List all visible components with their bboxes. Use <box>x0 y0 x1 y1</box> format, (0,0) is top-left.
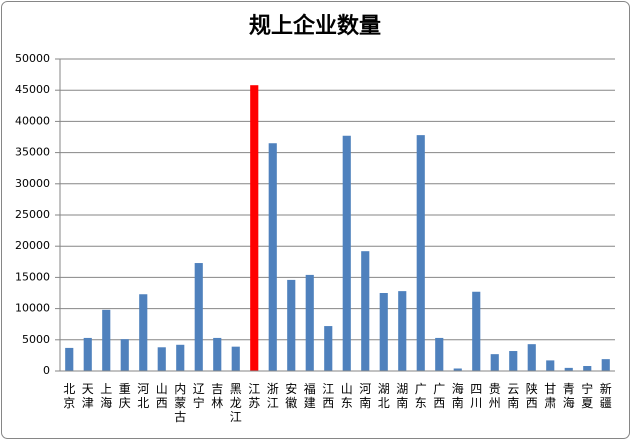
bar <box>453 368 462 371</box>
bar <box>324 326 333 371</box>
x-tick-label: 广东 <box>415 382 427 410</box>
x-tick-label: 贵州 <box>489 382 501 410</box>
x-tick-label: 云南 <box>507 382 519 410</box>
x-tick-label: 福建 <box>304 381 316 410</box>
bar <box>194 263 203 371</box>
x-tick-label: 黑龙江 <box>230 382 242 424</box>
y-tick-label: 10000 <box>15 302 50 315</box>
y-tick-label: 45000 <box>15 83 50 96</box>
bar <box>601 359 610 371</box>
x-tick-label: 广西 <box>433 382 445 410</box>
bar <box>546 360 555 371</box>
bar <box>65 347 74 371</box>
x-tick-label: 湖北 <box>378 381 390 410</box>
x-tick-label: 青海 <box>563 382 575 410</box>
bar <box>564 367 573 371</box>
y-tick-label: 25000 <box>15 208 50 221</box>
x-tick-label: 海南 <box>452 381 464 410</box>
x-tick-label: 北京 <box>63 382 75 410</box>
bar <box>416 135 425 371</box>
bar <box>509 351 518 371</box>
bar <box>342 135 351 371</box>
x-tick-label: 上海 <box>100 382 112 410</box>
x-tick-label: 江西 <box>322 382 334 410</box>
x-tick-label: 山东 <box>341 382 353 410</box>
x-tick-label: 内蒙古 <box>174 382 186 424</box>
y-tick-label: 40000 <box>15 114 50 127</box>
x-tick-label: 浙江 <box>267 382 279 410</box>
y-tick-label: 20000 <box>15 239 50 252</box>
bar <box>176 344 185 371</box>
x-tick-label: 吉林 <box>211 382 223 410</box>
x-tick-label: 甘肃 <box>544 382 556 410</box>
bar <box>102 309 111 371</box>
bar <box>231 346 240 371</box>
bar <box>435 337 444 371</box>
x-tick-label: 宁夏 <box>581 381 593 410</box>
x-tick-label: 四川 <box>470 382 482 410</box>
y-tick-label: 30000 <box>15 177 50 190</box>
x-tick-label: 辽宁 <box>193 382 205 410</box>
y-tick-label: 5000 <box>22 333 50 346</box>
y-tick-label: 50000 <box>15 52 50 65</box>
bar <box>139 294 148 371</box>
x-tick-label: 江苏 <box>248 382 260 410</box>
x-tick-label: 陕西 <box>526 381 538 410</box>
bar <box>398 291 407 371</box>
chart-title: 规上企业数量 <box>249 13 381 39</box>
x-tick-label: 河北 <box>137 382 149 410</box>
bar <box>490 354 499 371</box>
x-tick-label: 重庆 <box>119 382 131 410</box>
bar <box>83 337 92 371</box>
bar <box>287 279 296 371</box>
bar <box>268 143 277 371</box>
x-tick-label: 山西 <box>156 382 168 410</box>
x-tick-label: 河南 <box>359 382 371 410</box>
bar <box>583 366 592 371</box>
bar <box>157 347 166 371</box>
y-tick-label: 15000 <box>15 270 50 283</box>
x-tick-label: 湖南 <box>396 381 408 410</box>
bar <box>250 85 259 371</box>
bar <box>472 291 481 371</box>
bar <box>379 293 388 371</box>
bar <box>213 337 222 371</box>
bar <box>120 339 129 371</box>
bar <box>361 251 370 371</box>
x-tick-label: 天津 <box>82 382 94 410</box>
y-tick-label: 35000 <box>15 146 50 159</box>
x-tick-label: 新疆 <box>600 381 612 410</box>
y-tick-label: 0 <box>43 364 50 377</box>
bar <box>305 274 314 371</box>
x-tick-label: 安徽 <box>285 381 297 410</box>
bar <box>527 344 536 371</box>
